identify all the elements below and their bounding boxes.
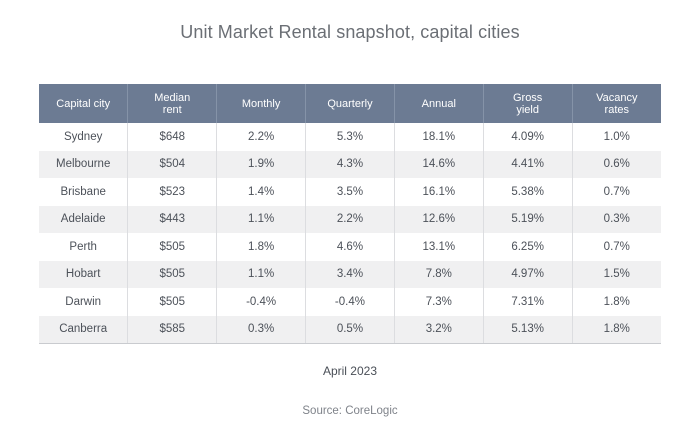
column-header: Quarterly [305, 84, 395, 123]
value-cell: 1.9% [216, 150, 307, 178]
value-cell: 1.4% [216, 178, 307, 206]
value-cell: 0.7% [603, 240, 630, 253]
value-cell: 7.31% [483, 288, 573, 316]
value-cell: 0.7% [603, 185, 630, 198]
value-cell: 12.6% [394, 205, 484, 233]
value-cell: 5.19% [483, 205, 573, 233]
city-cell: Adelaide [39, 205, 129, 233]
value-cell: 1.0% [603, 130, 630, 143]
column-header: Median rent [127, 84, 218, 123]
value-cell: 7.3% [394, 288, 484, 316]
value-cell: 4.3% [305, 150, 395, 178]
column-header: Capital city [39, 84, 129, 123]
value-cell: 0.5% [305, 315, 395, 344]
value-cell: 1.1% [216, 205, 307, 233]
value-cell: 0.6% [603, 158, 630, 171]
city-cell: Melbourne [39, 150, 129, 178]
value-cell: $505 [127, 260, 218, 288]
value-cell: 16.1% [394, 178, 484, 206]
table-row: Adelaide $443 1.1% 2.2% 12.6% 5.19% 0.3% [39, 205, 661, 233]
value-cell: -0.4% [305, 288, 395, 316]
rental-table: Capital city Median rent Monthly Quarterly An… [39, 84, 661, 344]
table-header: Capital city Median rent Monthly Quarterly An… [39, 84, 661, 123]
value-cell: 5.3% [305, 123, 395, 151]
value-cell: 2.2% [305, 205, 395, 233]
header-row: Capital city Median rent Monthly Quarterly An… [39, 84, 661, 123]
value-cell: $585 [127, 315, 218, 344]
column-header-line: Median [154, 91, 191, 104]
column-header-line: Gross [512, 91, 543, 104]
value-cell: 5.13% [483, 315, 573, 344]
value-cell: $523 [127, 178, 218, 206]
table-row: Melbourne $504 1.9% 4.3% 14.6% 4.41% 0.6% [39, 150, 661, 178]
value-cell: 3.5% [305, 178, 395, 206]
value-cell: $505 [127, 233, 218, 261]
city-cell: Hobart [39, 260, 129, 288]
table-row: Darwin $505 -0.4% -0.4% 7.3% 7.31% 1.8% [39, 288, 661, 316]
value-cell: 2.2% [216, 123, 307, 151]
rental-table-container: Capital city Median rent Monthly Quarterly An… [39, 84, 661, 344]
value-cell: 18.1% [394, 123, 484, 151]
column-header-line: rent [162, 103, 182, 116]
table-body: Sydney $648 2.2% 5.3% 18.1% 4.09% 1.0% Melbourn… [39, 123, 661, 344]
value-cell: 14.6% [394, 150, 484, 178]
column-header-line: yield [516, 103, 539, 116]
value-cell: 0.3% [603, 213, 630, 226]
chart-title: Unit Market Rental snapshot, capital cit… [180, 22, 520, 42]
city-cell: Darwin [39, 288, 129, 316]
table-row: Perth $505 1.8% 4.6% 13.1% 6.25% 0.7% [39, 233, 661, 261]
column-header-line: Monthly [241, 97, 281, 110]
city-cell: Sydney [39, 123, 129, 151]
value-cell: 3.2% [394, 315, 484, 344]
column-header: Vacancy rates [572, 84, 661, 123]
column-header: Monthly [216, 84, 307, 123]
column-header-line: Vacancy [596, 91, 638, 104]
value-cell: 4.6% [305, 233, 395, 261]
value-cell: $504 [127, 150, 218, 178]
table-row: Brisbane $523 1.4% 3.5% 16.1% 5.38% 0.7% [39, 178, 661, 206]
value-cell: 1.1% [216, 260, 307, 288]
city-cell: Perth [39, 233, 129, 261]
value-cell: 1.8% [603, 295, 630, 308]
column-header-line: rates [604, 103, 630, 116]
value-cell: $443 [127, 205, 218, 233]
column-header-line: Capital city [56, 97, 111, 110]
value-cell: 5.38% [483, 178, 573, 206]
value-cell: 1.8% [216, 233, 307, 261]
value-cell: 4.41% [483, 150, 573, 178]
city-cell: Brisbane [39, 178, 129, 206]
column-header-line: Quarterly [327, 97, 373, 110]
column-header: Gross yield [483, 84, 573, 123]
value-cell: 1.5% [603, 268, 630, 281]
column-header-line: Annual [421, 97, 456, 110]
value-cell: 13.1% [394, 233, 484, 261]
value-cell: -0.4% [216, 288, 307, 316]
value-cell: 6.25% [483, 233, 573, 261]
city-cell: Canberra [39, 315, 129, 344]
value-cell: 7.8% [394, 260, 484, 288]
table-row: Hobart $505 1.1% 3.4% 7.8% 4.97% 1.5% [39, 260, 661, 288]
column-header: Annual [394, 84, 484, 123]
value-cell: 1.8% [572, 315, 661, 344]
table-row: Sydney $648 2.2% 5.3% 18.1% 4.09% 1.0% [39, 123, 661, 151]
date-label: April 2023 [322, 364, 378, 378]
value-cell: $648 [127, 123, 218, 151]
value-cell: 3.4% [305, 260, 395, 288]
value-cell: $505 [127, 288, 218, 316]
value-cell: 4.09% [483, 123, 573, 151]
table-row: Canberra $585 0.3% 0.5% 3.2% 5.13% 1.8% [39, 315, 661, 344]
value-cell: 0.3% [216, 315, 307, 344]
value-cell: 4.97% [483, 260, 573, 288]
source-label: Source: CoreLogic [302, 405, 398, 417]
